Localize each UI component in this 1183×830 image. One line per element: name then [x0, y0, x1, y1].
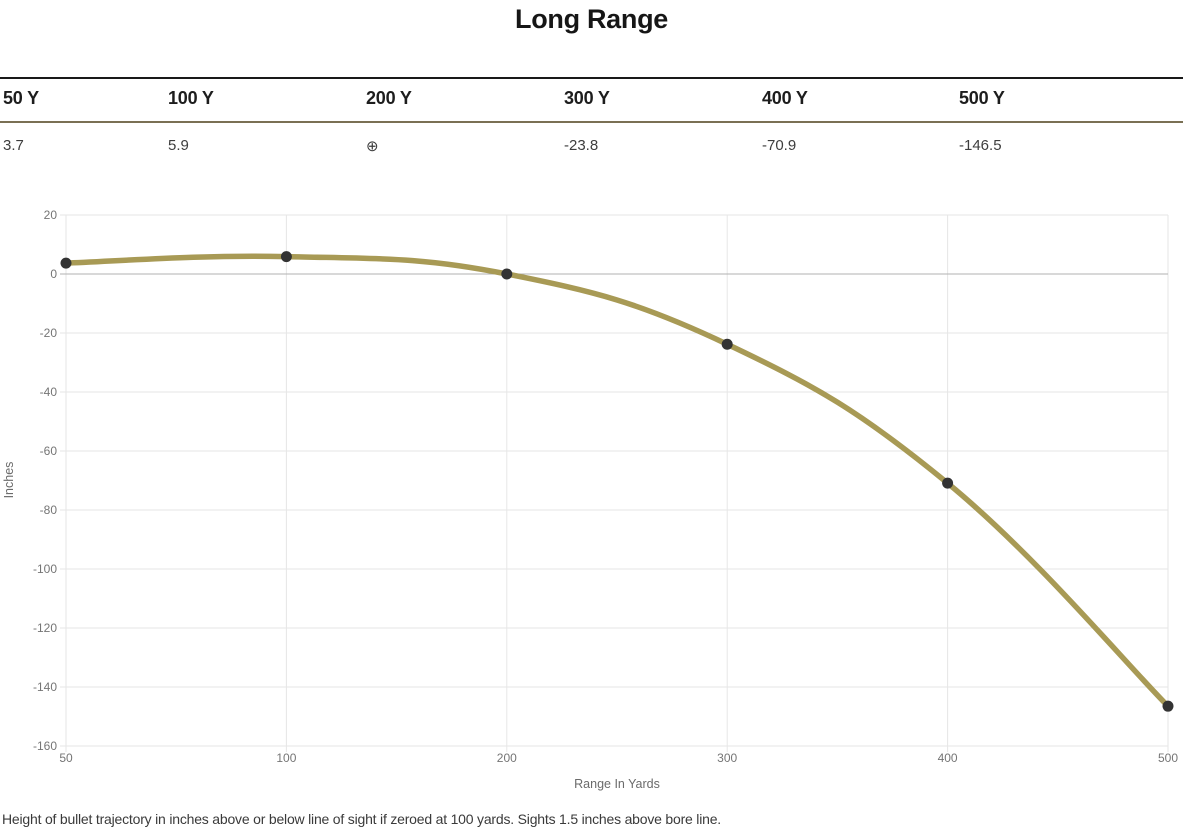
table-header-cell: 400 Y [762, 88, 808, 108]
y-tick-label: 20 [44, 208, 58, 222]
data-point-markers [60, 251, 1174, 712]
chart-footnote: Height of bullet trajectory in inches ab… [2, 811, 721, 827]
chart-canvas: 50 100 200 300 400 500200-20-40-60-80-100-120… [2, 208, 1178, 791]
table-header-cell: 300 Y [564, 88, 610, 108]
y-tick-label: -40 [40, 385, 58, 399]
data-point [280, 251, 292, 263]
trajectory-table: 50 Y 100 Y 200 Y 300 Y 400 Y 500 Y 3.7 5.9 ⊕ -23… [0, 77, 1183, 169]
x-tick-label: 300 [717, 751, 737, 765]
data-point [942, 477, 954, 489]
table-header-row: 50 Y 100 Y 200 Y 300 Y 400 Y 500 Y [0, 77, 1183, 123]
table-header-cell: 500 Y [959, 88, 1005, 108]
data-point [60, 257, 72, 269]
data-point [721, 338, 733, 350]
table-header-cell: 200 Y [366, 88, 412, 108]
data-point [1162, 700, 1174, 712]
y-axis-title: Inches [2, 462, 16, 499]
page-title: Long Range [515, 4, 668, 34]
table-value-cell: 5.9 [168, 137, 189, 154]
x-tick-label: 500 [1158, 751, 1178, 765]
trajectory-line [63, 253, 1171, 709]
y-gridlines [60, 214, 1168, 747]
x-tick-label: 200 [497, 751, 517, 765]
y-tick-label: -20 [40, 326, 58, 340]
table-header-cell: 100 Y [168, 88, 214, 108]
y-tick-label: 0 [50, 267, 57, 281]
x-gridlines [65, 215, 1169, 752]
y-tick-label: -100 [33, 562, 57, 576]
table-value-cell: -23.8 [564, 137, 599, 154]
x-tick-label: 50 [59, 751, 73, 765]
y-tick-label: -60 [40, 444, 58, 458]
x-axis-title: Range In Yards [574, 777, 660, 791]
y-tick-label: -80 [40, 503, 58, 517]
table-value-cell: -146.5 [959, 137, 1002, 154]
data-point [501, 268, 513, 280]
table-value-row: 3.7 5.9 ⊕ -23.8 -70.9 -146.5 [0, 123, 1183, 169]
table-value-cell: 3.7 [3, 137, 24, 154]
y-tick-label: -160 [33, 739, 57, 753]
y-tick-label: -140 [33, 680, 57, 694]
y-tick-labels: 20 0 -20 -40 -60 -80 -100 -120 -140 -160 [33, 208, 57, 753]
x-tick-label: 400 [938, 751, 958, 765]
table-header-cell: 50 Y [3, 88, 39, 108]
table-value-cell: ⊕ [366, 138, 379, 155]
y-tick-label: -120 [33, 621, 57, 635]
x-tick-labels: 50 100 200 300 400 500 [59, 751, 1178, 765]
trajectory-chart: 50 100 200 300 400 500 20 0 -20 -40 -60 -80 -100 -120… [0, 198, 1183, 808]
x-tick-label: 100 [276, 751, 296, 765]
table-value-cell: -70.9 [762, 137, 797, 154]
